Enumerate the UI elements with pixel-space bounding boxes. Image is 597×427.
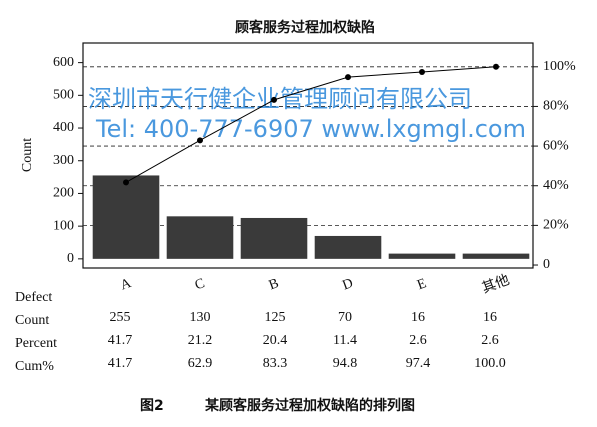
y2-tick-label: 40%	[543, 178, 569, 193]
cum-point	[345, 74, 351, 81]
y-axis-label: Count	[20, 138, 35, 172]
x-tick-label: A	[119, 276, 134, 294]
bar	[92, 175, 160, 259]
x-tick-label: D	[341, 276, 356, 294]
y-tick-label: 600	[53, 55, 74, 70]
table-value: 100.0	[474, 356, 506, 371]
row-label: Defect	[15, 290, 52, 305]
bar	[388, 253, 456, 259]
table-value: 11.4	[333, 333, 357, 348]
watermark: 深圳市天行健企业管理顾问有限公司	[88, 85, 472, 113]
watermark: Tel: 400-777-6907 www.lxgmgl.com	[95, 115, 526, 143]
y-tick-label: 300	[53, 153, 74, 168]
y-tick-label: 0	[67, 251, 74, 266]
table-value: 125	[265, 310, 286, 325]
table-value: 70	[338, 310, 352, 325]
x-tick-label: E	[415, 276, 428, 293]
y-tick-label: 200	[53, 186, 74, 201]
x-tick-label: C	[193, 276, 207, 293]
chart-title: 顾客服务过程加权缺陷	[235, 19, 375, 36]
y2-tick-label: 80%	[543, 99, 569, 114]
table-value: 41.7	[108, 333, 133, 348]
table-value: 20.4	[263, 333, 288, 348]
y2-tick-label: 100%	[543, 59, 576, 74]
bar	[166, 216, 234, 259]
table-value: 16	[483, 310, 497, 325]
x-tick-label: B	[267, 276, 281, 293]
x-tick-label: 其他	[480, 272, 512, 297]
cum-point	[271, 96, 277, 103]
y2-tick-label: 20%	[543, 218, 569, 233]
y2-tick-label: 0	[543, 257, 550, 272]
y-tick-label: 400	[53, 120, 74, 135]
table-value: 94.8	[333, 356, 358, 371]
caption-number: 图2	[140, 398, 164, 414]
y2-tick-label: 60%	[543, 138, 569, 153]
caption: 某顾客服务过程加权缺陷的排列图	[205, 397, 415, 414]
row-label: Percent	[15, 336, 57, 351]
bar	[462, 253, 530, 259]
table-value: 41.7	[108, 356, 133, 371]
cum-point	[419, 68, 425, 75]
table-value: 16	[411, 310, 425, 325]
plot-frame	[82, 42, 534, 269]
cum-line	[125, 66, 497, 183]
bar	[314, 235, 382, 259]
table-value: 83.3	[263, 356, 288, 371]
table-value: 130	[190, 310, 211, 325]
table-value: 255	[110, 310, 131, 325]
cum-point	[197, 137, 203, 144]
row-label: Cum%	[15, 359, 54, 374]
y-tick-label: 500	[53, 88, 74, 103]
table-value: 62.9	[188, 356, 213, 371]
table-value: 2.6	[481, 333, 499, 348]
cum-point	[123, 179, 129, 186]
cum-point	[493, 63, 499, 70]
y-tick-label: 100	[53, 218, 74, 233]
table-value: 21.2	[188, 333, 213, 348]
table-value: 97.4	[406, 356, 431, 371]
row-label: Count	[15, 313, 49, 328]
bar	[240, 217, 308, 259]
table-value: 2.6	[409, 333, 427, 348]
